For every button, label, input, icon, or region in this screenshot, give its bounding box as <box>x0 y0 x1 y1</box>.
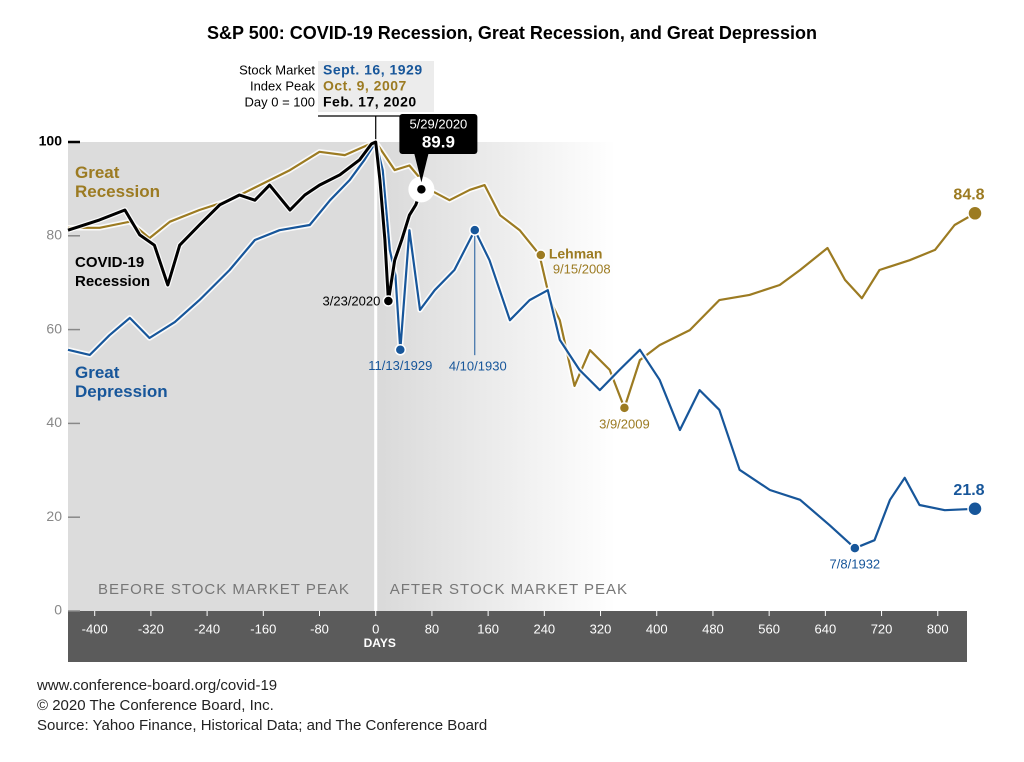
series-label: Great Recession <box>75 163 161 201</box>
end-label: 21.8 <box>953 482 984 499</box>
x-tick-label: 160 <box>477 621 499 636</box>
footer-text: © 2020 The Conference Board, Inc. <box>37 697 274 714</box>
end-dot <box>967 205 983 222</box>
x-tick-label: 800 <box>927 621 949 636</box>
y-tick-label: 0 <box>54 602 62 618</box>
x-tick-label: 720 <box>871 621 893 636</box>
peak-box <box>318 61 434 112</box>
x-tick-label: 560 <box>758 621 780 636</box>
x-tick-label: 640 <box>815 621 837 636</box>
x-tick-label: -320 <box>138 621 164 636</box>
x-tick-label: -160 <box>250 621 276 636</box>
peak-date: Feb. 17, 2020 <box>323 94 417 110</box>
y-tick-label: 80 <box>46 227 62 243</box>
x-axis-band <box>68 611 967 662</box>
peak-note: Index Peak <box>250 78 316 93</box>
annotation-dot <box>849 542 861 554</box>
y-tick-label: 40 <box>46 414 62 430</box>
series-line <box>67 140 976 550</box>
annotation-dot <box>415 183 428 196</box>
callout-date: 5/29/2020 <box>409 116 467 131</box>
x-tick-label: -400 <box>82 621 108 636</box>
x-tick-label: 320 <box>590 621 612 636</box>
footer-text: Source: Yahoo Finance, Historical Data; … <box>37 717 487 734</box>
series-label: COVID-19 Recession <box>75 254 151 290</box>
annotation-dot <box>382 295 395 307</box>
y-tick-label: 100 <box>39 133 63 149</box>
callout-box <box>399 114 478 154</box>
annotation-dot <box>394 344 407 356</box>
x-tick-label: -240 <box>194 621 220 636</box>
annotation-label: 3/23/2020 <box>323 293 381 308</box>
series-label: Great Depression <box>75 363 168 401</box>
annotation-dot <box>469 224 481 236</box>
annotation-date: 9/15/2008 <box>553 261 611 276</box>
footer-text: www.conference-board.org/covid-19 <box>36 677 277 694</box>
before-peak-area <box>68 142 376 611</box>
annotation-dot <box>618 402 631 414</box>
callout-pointer <box>413 150 430 183</box>
peak-date: Oct. 9, 2007 <box>323 78 407 94</box>
end-label: 84.8 <box>953 187 984 204</box>
callout-value: 89.9 <box>422 132 455 151</box>
series-line <box>67 140 423 303</box>
x-tick-label: 400 <box>646 621 668 636</box>
y-tick-label: 20 <box>46 508 62 524</box>
x-tick-label: 0 <box>372 621 379 636</box>
x-tick-label: 480 <box>702 621 724 636</box>
region-label: BEFORE STOCK MARKET PEAK <box>98 581 350 598</box>
annotation-label: 11/13/1929 <box>368 358 432 373</box>
peak-note: Day 0 = 100 <box>245 94 315 109</box>
annotation-label: 3/9/2009 <box>599 416 650 431</box>
chart-title: S&P 500: COVID-19 Recession, Great Reces… <box>207 23 817 43</box>
region-label: AFTER STOCK MARKET PEAK <box>390 581 628 598</box>
x-tick-label: 80 <box>425 621 439 636</box>
x-axis-label: DAYS <box>364 636 396 650</box>
y-tick-label: 60 <box>46 320 62 336</box>
annotation-label: 4/10/1930 <box>449 359 507 374</box>
peak-date: Sept. 16, 1929 <box>323 62 423 78</box>
x-tick-label: 240 <box>533 621 555 636</box>
annotation-label: 7/8/1932 <box>830 557 881 572</box>
end-dot <box>967 501 983 517</box>
annotation-label: Lehman <box>549 246 603 262</box>
peak-note: Stock Market <box>239 62 315 77</box>
annotation-dot <box>535 249 547 261</box>
x-tick-label: -80 <box>310 621 329 636</box>
